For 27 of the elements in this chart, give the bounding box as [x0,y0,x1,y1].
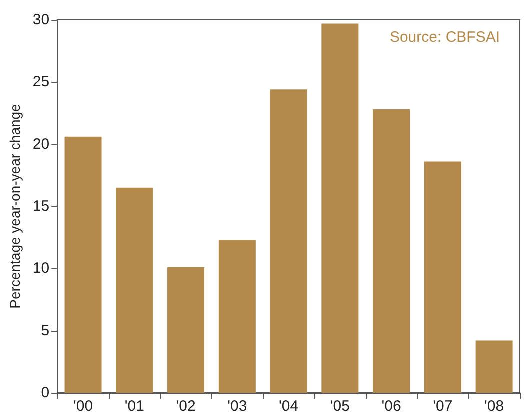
x-tick-label: '07 [433,398,453,415]
y-tick-label: 0 [41,384,50,402]
y-tick-label: 5 [41,322,50,340]
y-tick-label: 15 [32,198,50,215]
y-tick-label: 20 [32,136,50,153]
x-tick-label: '00 [73,398,94,415]
bar [270,90,308,393]
bar [322,24,359,393]
x-tick-label: '06 [382,398,402,415]
annotation: Source: CBFSAI [390,29,500,46]
bar [373,110,410,393]
x-tick-label: '02 [176,398,196,415]
bar [218,240,256,393]
y-tick-label: 10 [32,260,50,278]
x-tick-label: '04 [279,398,299,415]
bar [64,136,102,393]
bar [116,188,154,393]
x-tick-label: '08 [484,398,504,415]
bar [476,340,513,393]
x-tick-label: '05 [330,398,350,415]
bar [424,162,462,393]
bar [168,267,205,393]
x-tick-label: '01 [124,398,144,415]
y-tick-label: 30 [32,12,50,28]
y-tick-label: 25 [32,74,50,91]
x-tick-label: '03 [228,398,248,415]
y-axis-title: Percentage year-on-year change [7,104,23,309]
